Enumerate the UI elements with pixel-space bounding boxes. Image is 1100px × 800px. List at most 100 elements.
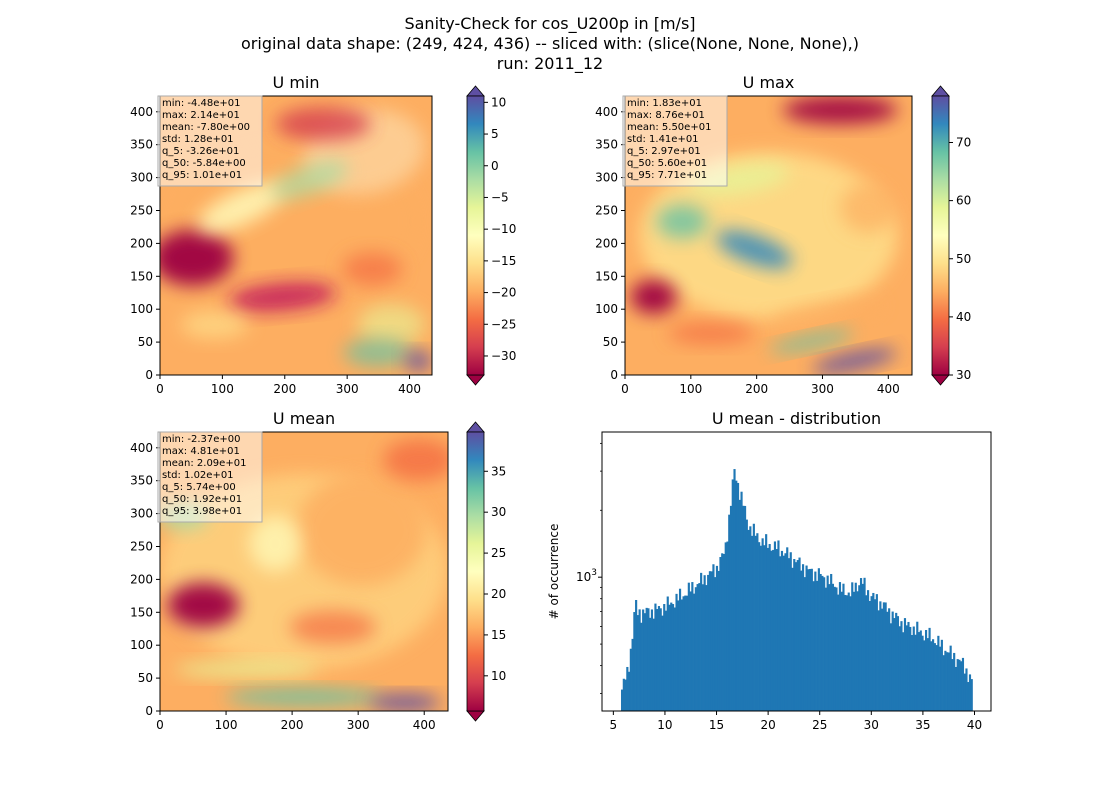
histogram-bar	[726, 541, 729, 711]
histogram-bar	[719, 557, 722, 711]
histogram-bar	[698, 583, 701, 711]
x-tick-label: 40	[967, 718, 982, 732]
x-tick-label: 0	[156, 718, 164, 732]
colorbar-tick-label: 20	[491, 587, 506, 601]
histogram-bar	[865, 595, 868, 711]
y-tick-label: 400	[595, 105, 618, 119]
histogram-bar	[666, 596, 669, 711]
histogram-bar	[886, 611, 889, 711]
heatmap-region	[275, 107, 371, 141]
y-tick-label: 250	[595, 203, 618, 217]
histogram-bar	[691, 582, 694, 711]
histogram-bar	[784, 553, 787, 711]
histogram-bar	[738, 499, 741, 711]
histogram-bar	[686, 595, 689, 711]
histogram-bar	[921, 635, 924, 711]
histogram-bar	[745, 519, 748, 711]
histogram-bar	[761, 538, 764, 711]
histogram-bar	[736, 482, 740, 711]
histogram-bar	[777, 540, 780, 711]
y-tick-label: 150	[595, 269, 618, 283]
colorbar	[466, 95, 485, 376]
histogram-bar	[766, 547, 769, 711]
histogram-bar	[673, 607, 676, 711]
histogram-bar	[919, 630, 922, 711]
panel-title: U max	[743, 73, 795, 92]
histogram-bar	[937, 635, 940, 711]
histogram-bar	[910, 635, 914, 711]
histogram-bar	[838, 582, 842, 711]
histogram-bar	[926, 638, 929, 711]
colorbar-tick-label: 10	[491, 669, 506, 683]
histogram-bar	[953, 652, 956, 711]
y-tick-label: 50	[603, 335, 618, 349]
colorbar-tick-label: 35	[491, 464, 506, 478]
histogram-bar	[888, 608, 891, 711]
histogram-bar	[866, 590, 870, 711]
histogram-bar	[912, 626, 915, 711]
colorbar-tick-label: −20	[491, 286, 516, 300]
colorbar-tick-label: −30	[491, 349, 516, 363]
histogram-bar	[824, 587, 827, 711]
panel-title: U min	[273, 73, 320, 92]
y-tick-label: 50	[138, 335, 153, 349]
x-tick-label: 35	[915, 718, 930, 732]
histogram-bar	[830, 573, 833, 711]
histogram-bar	[858, 585, 861, 711]
heatmap-region	[668, 321, 755, 345]
histogram-bar	[851, 582, 854, 711]
x-tick-label: 300	[347, 718, 370, 732]
histogram-bar	[933, 643, 936, 711]
histogram-bar	[701, 584, 704, 711]
histogram-bar	[703, 575, 706, 711]
histogram-bar	[861, 583, 864, 711]
histogram-bar	[859, 578, 863, 711]
histogram-bar	[958, 659, 961, 711]
histogram-bar	[758, 542, 761, 711]
axes-frame	[601, 431, 992, 712]
histogram-bar	[647, 608, 650, 711]
histogram-bar	[881, 608, 884, 711]
histogram-bar	[930, 641, 933, 711]
y-tick-label: 400	[130, 105, 153, 119]
histogram-bar	[742, 505, 745, 711]
histogram-bar	[968, 674, 972, 711]
histogram-bar	[747, 529, 750, 711]
histogram-bar	[965, 668, 968, 711]
stats-line: q_50: -5.84e+00	[162, 158, 246, 169]
stats-line: std: 1.28e+01	[162, 134, 234, 145]
y-tick-label: 50	[138, 671, 153, 685]
histogram-bar	[700, 572, 703, 711]
histogram-bar	[773, 541, 777, 711]
histogram-bar	[942, 655, 945, 711]
histogram-bar	[756, 533, 759, 711]
histogram-bar	[705, 585, 708, 711]
colorbar-tick-label: 0	[491, 159, 499, 173]
histogram-bar	[951, 659, 954, 711]
y-tick-label: 350	[595, 138, 618, 152]
histogram-bar	[643, 613, 646, 711]
colorbar-tick-label: 40	[956, 310, 971, 324]
histogram-bar	[863, 577, 866, 711]
histogram-bar	[791, 567, 794, 711]
colorbar-tick-label: 50	[956, 252, 971, 266]
heatmap-region	[174, 660, 319, 678]
histogram-bar	[694, 587, 697, 711]
histogram-bar	[840, 591, 843, 711]
histogram-bar	[849, 596, 852, 711]
histogram-bar	[823, 577, 826, 711]
histogram-bar	[879, 601, 882, 711]
histogram-bar	[891, 611, 894, 711]
colorbar-extend-max	[931, 85, 950, 97]
histogram-bar	[768, 544, 771, 711]
histogram-bar	[923, 640, 926, 711]
histogram-bar	[680, 599, 683, 711]
histogram-bar	[812, 581, 815, 711]
histogram-bar	[693, 593, 696, 711]
histogram-bar	[872, 592, 875, 711]
histogram-bar	[772, 549, 775, 711]
stats-line: q_5: 5.74e+00	[162, 482, 236, 493]
histogram-bar	[626, 666, 629, 711]
x-tick-label: 400	[877, 382, 900, 396]
